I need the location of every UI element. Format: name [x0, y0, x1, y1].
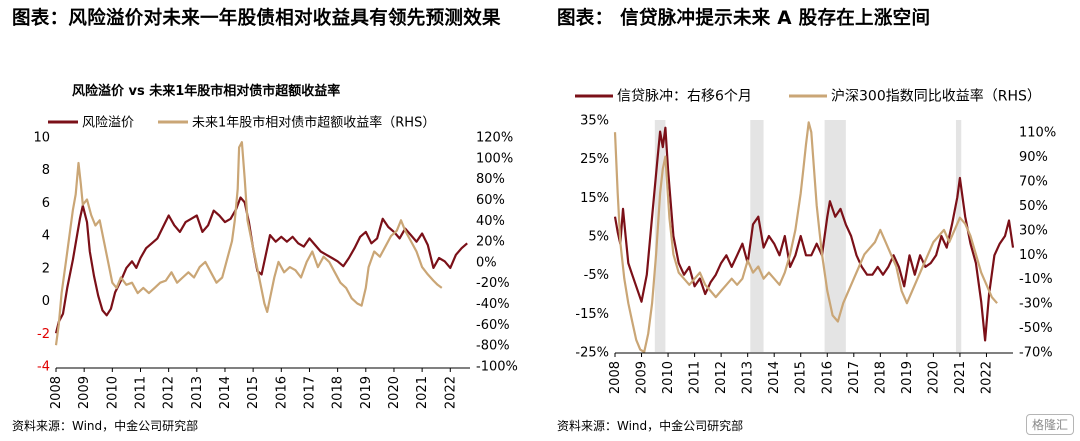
left-y-right-tick-3: 60%: [476, 193, 505, 208]
right-y-right-tick-1: 90%: [1019, 150, 1048, 165]
right-x-tick-12: 2020: [926, 361, 941, 394]
left-y-left-tick-2: 6: [42, 196, 50, 211]
left-x-tick-1: 2009: [77, 376, 92, 409]
right-x-tick-6: 2014: [767, 361, 782, 394]
right-legend-label-1: 沪深300指数同比收益率（RHS）: [831, 88, 1041, 105]
right-shaded-period-3: [955, 120, 962, 352]
left-y-right-tick-9: -60%: [476, 318, 510, 333]
right-y-right-tick-7: -30%: [1019, 297, 1053, 312]
right-y-left-tick-3: 5%: [588, 230, 609, 245]
left-x-tick-9: 2017: [302, 376, 317, 409]
left-y-right-tick-2: 80%: [476, 172, 505, 187]
right-x-tick-1: 2009: [635, 361, 650, 394]
right-y-right-tick-3: 50%: [1019, 199, 1048, 214]
left-legend-label-1: 未来1年股市相对债市超额收益率（RHS）: [192, 115, 435, 131]
left-y-left-tick-5: 0: [42, 294, 50, 309]
left-legend-label-0: 风险溢价: [82, 116, 134, 131]
right-y-right-tick-8: -50%: [1019, 321, 1053, 336]
watermark-logo: 格隆汇: [1025, 414, 1074, 435]
right-panel: 图表： 信贷脉冲提示未来 A 股存在上涨空间 信贷脉冲：右移6个月 沪深300指数…: [545, 0, 1080, 441]
right-source: 资料来源：Wind，中金公司研究部: [557, 419, 744, 433]
right-legend-label-0: 信贷脉冲：右移6个月: [617, 89, 752, 105]
left-y-right-tick-7: -20%: [476, 276, 510, 291]
left-y-left-tick-4: 2: [42, 261, 50, 276]
left-x-tick-13: 2021: [415, 376, 430, 409]
right-x-tick-14: 2022: [979, 361, 994, 394]
left-y-right-tick-5: 20%: [476, 235, 505, 250]
right-x-tick-9: 2017: [847, 361, 862, 394]
left-y-left-tick-1: 8: [42, 163, 50, 178]
left-x-tick-7: 2015: [246, 376, 261, 409]
left-y-right-tick-11: -100%: [476, 360, 518, 375]
right-x-tick-4: 2012: [714, 361, 729, 394]
left-x-tick-12: 2020: [387, 376, 402, 409]
left-chart-title: 风险溢价 vs 未来1年股市相对债市超额收益率: [72, 84, 341, 99]
left-y-left-tick-3: 4: [42, 229, 50, 244]
left-figure-title: 图表：风险溢价对未来一年股债相对收益具有领先预测效果: [12, 8, 501, 29]
left-y-right-tick-0: 120%: [476, 131, 513, 146]
left-x-tick-11: 2019: [359, 376, 374, 409]
right-y-right-tick-2: 70%: [1019, 175, 1048, 190]
left-x-tick-10: 2018: [331, 376, 346, 409]
right-y-left-tick-2: 15%: [580, 191, 609, 206]
left-x-tick-2: 2010: [105, 376, 120, 409]
right-x-tick-2: 2010: [661, 361, 676, 394]
right-y-left-tick-6: -25%: [575, 346, 609, 361]
right-y-right-tick-9: -70%: [1019, 346, 1053, 361]
right-y-right-tick-5: 10%: [1019, 248, 1048, 263]
right-y-right-tick-4: 30%: [1019, 223, 1048, 238]
right-y-right-tick-0: 110%: [1019, 126, 1056, 141]
left-x-tick-8: 2016: [274, 376, 289, 409]
right-x-tick-3: 2011: [688, 361, 703, 394]
right-x-tick-7: 2015: [794, 361, 809, 394]
left-source: 资料来源：Wind，中金公司研究部: [12, 419, 199, 433]
right-shaded-period-0: [654, 120, 666, 352]
left-x-tick-14: 2022: [443, 376, 458, 409]
left-x-tick-4: 2012: [162, 376, 177, 409]
left-chart: 风险溢价 未来1年股市相对债市超额收益率（RHS） 10 8 6 4 2 0 -2 -4 120% 1…: [33, 115, 518, 410]
right-series-line-1: [613, 121, 998, 354]
right-y-left-tick-0: 35%: [580, 114, 609, 129]
right-y-left-tick-5: -15%: [575, 307, 609, 322]
right-y-right-tick-6: -10%: [1019, 272, 1053, 287]
right-chart: 信贷脉冲：右移6个月 沪深300指数同比收益率（RHS） 35% 25% 15% 5% -5…: [575, 88, 1056, 394]
right-figure-title: 图表： 信贷脉冲提示未来 A 股存在上涨空间: [557, 8, 931, 29]
left-x-tick-6: 2014: [218, 376, 233, 409]
left-x-tick-5: 2013: [190, 376, 205, 409]
right-x-tick-5: 2013: [741, 361, 756, 394]
left-series-line-1: [54, 141, 443, 346]
left-panel: 图表：风险溢价对未来一年股债相对收益具有领先预测效果 风险溢价 vs 未来1年股…: [12, 8, 518, 433]
left-y-right-tick-8: -40%: [476, 297, 510, 312]
right-x-tick-8: 2016: [820, 361, 835, 394]
right-x-tick-0: 2008: [608, 361, 623, 394]
right-x-tick-10: 2018: [873, 361, 888, 394]
left-y-left-tick-7: -4: [37, 360, 50, 375]
left-x-tick-3: 2011: [133, 376, 148, 409]
right-shaded-period-2: [824, 120, 846, 352]
right-y-left-tick-4: -5%: [584, 268, 609, 283]
right-x-tick-11: 2019: [900, 361, 915, 394]
left-y-right-tick-4: 40%: [476, 214, 505, 229]
left-y-right-tick-6: 0%: [476, 255, 497, 270]
left-series-line-0: [54, 196, 468, 334]
left-y-right-tick-10: -80%: [476, 339, 510, 354]
right-x-tick-13: 2021: [953, 361, 968, 394]
left-y-left-tick-0: 10: [33, 131, 50, 146]
right-y-left-tick-1: 25%: [580, 152, 609, 167]
left-y-left-tick-6: -2: [37, 327, 50, 342]
left-x-tick-0: 2008: [49, 376, 64, 409]
left-y-right-tick-1: 100%: [476, 151, 513, 166]
right-shaded-period-1: [750, 120, 764, 352]
